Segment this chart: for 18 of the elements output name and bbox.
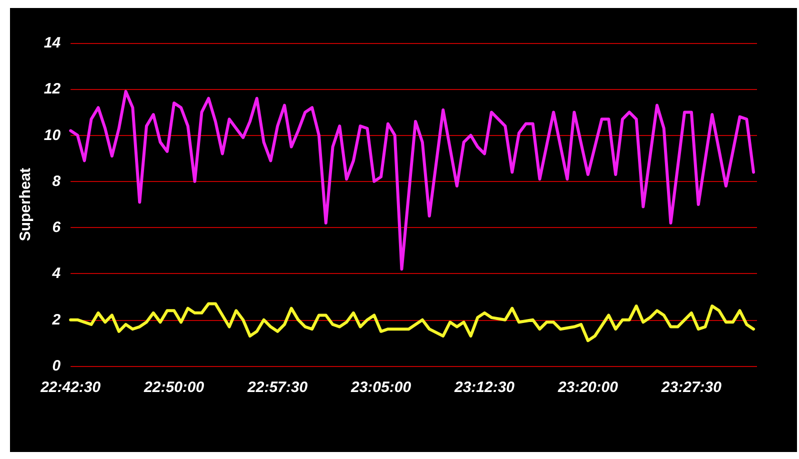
line-series — [69, 90, 756, 271]
x-tick-label: 23:12:30 — [453, 379, 516, 396]
y-tick-label: 0 — [52, 358, 62, 374]
y-tick-label: 8 — [52, 172, 62, 190]
x-tick-label: 22:50:00 — [143, 379, 205, 396]
y-tick-label: 10 — [44, 126, 62, 144]
line-series — [69, 302, 756, 342]
y-tick-label: 6 — [52, 219, 62, 236]
y-tick-label: 12 — [44, 80, 62, 98]
x-tick-label: 22:57:30 — [246, 379, 308, 396]
y-tick-label: 2 — [51, 311, 62, 328]
y-axis-title: Superheat — [17, 168, 34, 242]
y-tick-label: 14 — [44, 34, 62, 52]
x-tick-label: 23:27:30 — [660, 379, 722, 396]
x-tick-label: 22:42:30 — [40, 379, 102, 396]
y-tick-label: 4 — [51, 265, 62, 282]
x-tick-label: 23:20:00 — [556, 379, 619, 396]
x-tick-label: 23:05:00 — [350, 379, 412, 396]
